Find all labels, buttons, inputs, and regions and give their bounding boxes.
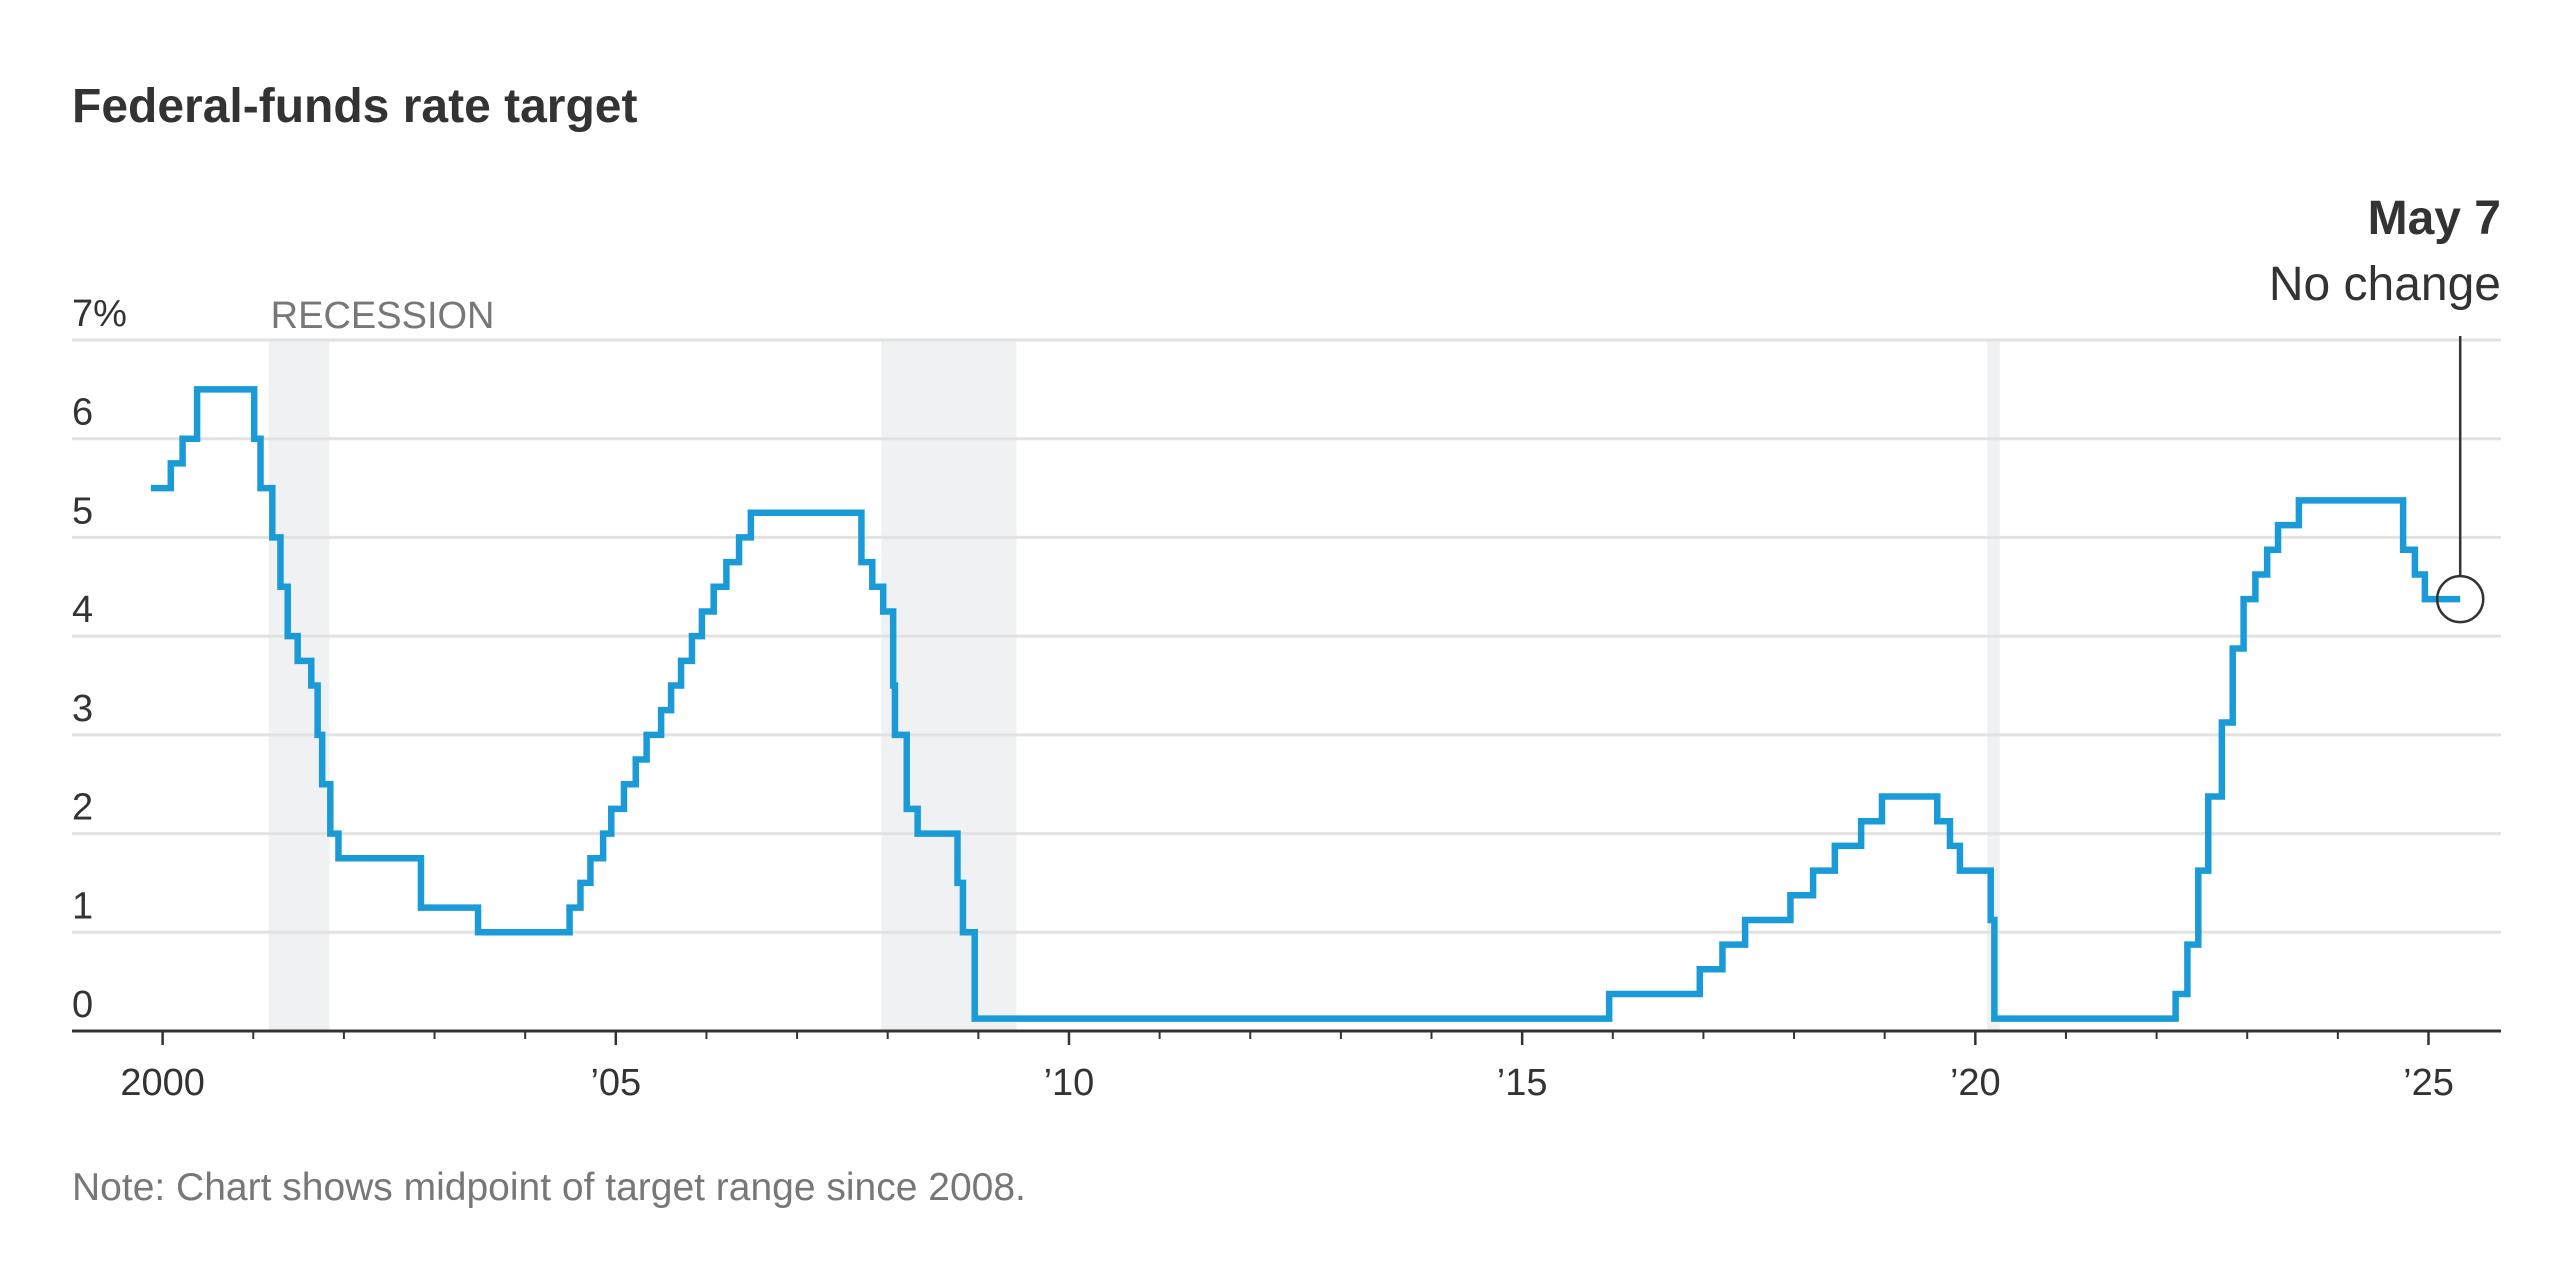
x-tick-label: ’10 (1044, 1062, 1095, 1104)
y-tick-label: 4 (72, 589, 93, 631)
y-tick-label: 2 (72, 787, 93, 829)
y-tick-label: 1 (72, 885, 93, 927)
x-tick-label: ’25 (2403, 1062, 2454, 1104)
x-tick-label: ’15 (1497, 1062, 1548, 1104)
y-tick-label: 0 (72, 984, 93, 1026)
y-tick-label: 7% (72, 293, 127, 335)
recession-band (1987, 340, 2000, 1031)
recession-band (881, 340, 1017, 1031)
annotation-title: May 7 (2368, 192, 2501, 245)
x-tick-label: ’05 (590, 1062, 641, 1104)
annotation-marker (2435, 574, 2485, 624)
x-tick-label: 2000 (120, 1062, 205, 1104)
y-tick-label: 6 (72, 392, 93, 434)
recession-label: RECESSION (271, 295, 495, 337)
x-tick-label: ’20 (1950, 1062, 2001, 1104)
rate-line (150, 386, 2461, 1022)
y-tick-label: 3 (72, 688, 93, 730)
annotation-text: No change (2269, 258, 2501, 311)
chart-title: Federal-funds rate target (72, 80, 637, 133)
y-tick-label: 5 (72, 490, 93, 532)
chart-note: Note: Chart shows midpoint of target ran… (72, 1166, 1026, 1209)
